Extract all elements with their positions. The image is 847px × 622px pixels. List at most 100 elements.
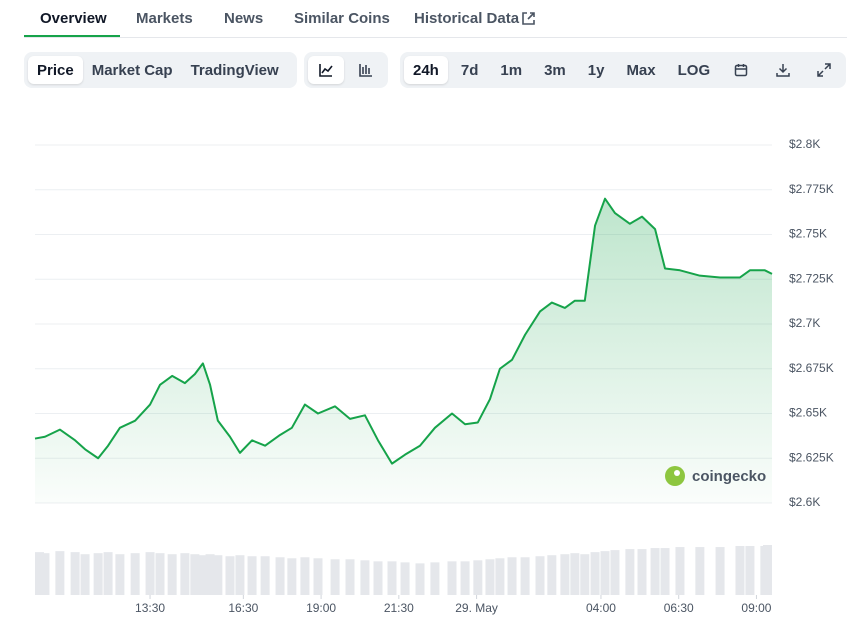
volume-bar	[130, 553, 140, 595]
volume-bar	[205, 554, 215, 595]
volume-bar	[415, 563, 425, 595]
y-tick-label: $2.75K	[789, 227, 827, 241]
volume-bar	[360, 560, 370, 595]
y-tick-label: $2.65K	[789, 406, 827, 420]
watermark: coingecko	[665, 466, 766, 486]
volume-bar	[55, 551, 65, 595]
volume-bar	[167, 554, 177, 595]
volume-bar	[660, 548, 670, 595]
y-tick-label: $2.625K	[789, 450, 834, 464]
volume-bar	[625, 549, 635, 595]
volume-bar	[103, 552, 113, 595]
volume-bar	[35, 552, 44, 595]
volume-bar	[763, 545, 772, 595]
y-tick-label: $2.6K	[789, 495, 820, 509]
volume-bar	[535, 556, 545, 595]
volume-bar	[580, 554, 590, 595]
button[interactable]: Market Cap	[91, 61, 173, 79]
logo	[665, 466, 685, 486]
volume-bar	[225, 556, 235, 595]
candle-chart-button[interactable]	[348, 56, 384, 84]
volume-bar	[247, 556, 257, 595]
volume-bar	[507, 557, 517, 595]
volume-bar	[735, 546, 745, 595]
volume-bar	[473, 560, 483, 595]
y-tick-label: $2.775K	[789, 182, 834, 196]
volume-bar	[570, 553, 580, 595]
fullscreen-button[interactable]	[806, 56, 842, 84]
button[interactable]: LOG	[677, 61, 711, 79]
volume-bar	[190, 554, 200, 595]
volume-bar	[400, 562, 410, 595]
volume-bar	[115, 554, 125, 595]
tab-underline	[24, 35, 120, 37]
volume-bar	[447, 561, 457, 595]
y-tick-label: $2.725K	[789, 271, 834, 285]
tab[interactable]: News	[224, 10, 264, 27]
chart-type-group: Price Market Cap TradingView	[24, 52, 297, 88]
price-line	[34, 197, 773, 465]
volume-bar	[715, 547, 725, 595]
volume-bar	[495, 558, 505, 595]
x-tick-label: 21:30	[384, 601, 414, 615]
watermark-text: coingecko	[692, 468, 766, 485]
tab[interactable]: Markets	[136, 10, 193, 27]
volume-bar	[275, 557, 285, 595]
x-tick-label: 19:00	[306, 601, 336, 615]
tab-bar: Overview Markets News Similar Coins Hist…	[24, 0, 847, 38]
chart-style-group	[304, 52, 388, 88]
volume-bar	[80, 554, 90, 595]
volume-bar	[650, 548, 660, 595]
volume-bar	[547, 555, 557, 595]
line-chart-button[interactable]	[308, 56, 344, 84]
x-tick-label: 13:30	[135, 601, 165, 615]
button[interactable]: TradingView	[190, 61, 279, 79]
external-link-icon	[522, 12, 535, 25]
x-tick-label: 29. May	[455, 601, 498, 615]
volume-bar	[387, 561, 397, 595]
tab[interactable]: Similar Coins	[294, 10, 390, 27]
y-tick-label: $2.7K	[789, 316, 820, 330]
range-group: 24h 7d 1m 3m 1y Max LOG	[400, 52, 846, 88]
volume-bar	[600, 551, 610, 595]
y-tick-label: $2.675K	[789, 361, 834, 375]
download-button[interactable]	[765, 56, 801, 84]
button[interactable]: 1m	[500, 61, 523, 79]
tab[interactable]: Historical Data	[414, 10, 520, 27]
x-tick-label: 06:30	[664, 601, 694, 615]
volume-bar	[637, 549, 647, 595]
button[interactable]: Max	[626, 61, 656, 79]
y-tick-label: $2.8K	[789, 137, 820, 151]
volume-bar	[313, 558, 323, 595]
volume-bar	[260, 556, 270, 595]
volume-bar	[145, 552, 155, 595]
volume-bar	[460, 561, 470, 595]
button[interactable]: 24h	[404, 56, 448, 84]
area-fill	[35, 198, 772, 503]
volume-bar	[520, 557, 530, 595]
volume-bar	[330, 559, 340, 595]
button[interactable]: Price	[28, 56, 83, 84]
logo-eye	[674, 470, 680, 476]
volume-bar	[155, 553, 165, 595]
volume-bar	[345, 559, 355, 595]
tab[interactable]: Overview	[40, 10, 107, 27]
volume-bar	[675, 547, 685, 595]
volume-bar	[695, 547, 705, 595]
volume-bar	[560, 554, 570, 595]
volume-bar	[198, 555, 208, 595]
volume-bar	[430, 562, 440, 595]
volume-bar	[590, 552, 600, 595]
volume-bar	[40, 553, 50, 595]
x-tick-label: 09:00	[741, 601, 771, 615]
button[interactable]: 1y	[587, 61, 605, 79]
x-tick-label: 16:30	[228, 601, 258, 615]
volume-bar	[180, 553, 190, 595]
button[interactable]: 3m	[544, 61, 566, 79]
x-tick-label: 04:00	[586, 601, 616, 615]
volume-bar	[300, 557, 310, 595]
calendar-button[interactable]	[723, 56, 759, 84]
button[interactable]: 7d	[460, 61, 479, 79]
volume-bar	[213, 555, 223, 595]
